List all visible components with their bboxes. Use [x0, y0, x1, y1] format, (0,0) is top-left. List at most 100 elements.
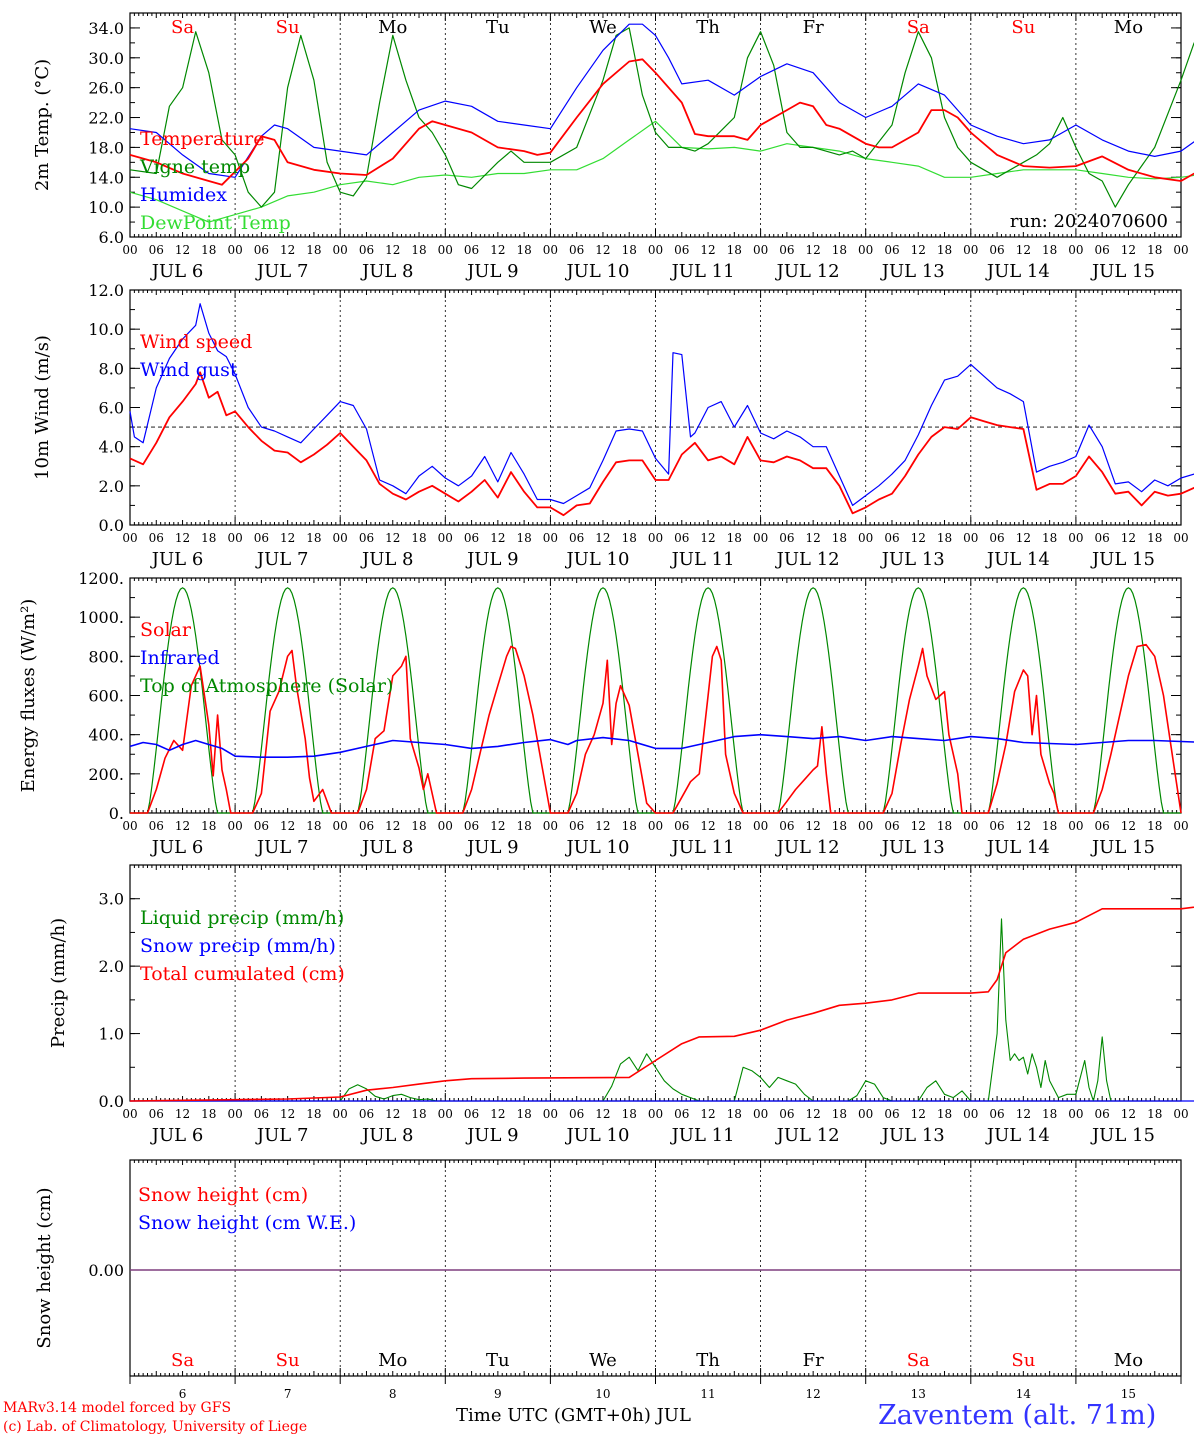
legend-vigne-temp: Vigne temp	[139, 156, 250, 178]
hour-tick-label: 18	[727, 1107, 742, 1121]
day-number-label: 10	[595, 1387, 610, 1401]
hour-tick-label: 18	[727, 243, 742, 257]
weekday-label: Su	[276, 1350, 300, 1371]
legend-temperature: Temperature	[140, 128, 264, 150]
hour-tick-label: 06	[989, 819, 1004, 833]
hour-tick-label: 06	[674, 819, 689, 833]
hour-tick-label: 18	[937, 819, 952, 833]
hour-tick-label: 06	[674, 531, 689, 545]
dewpoint-line	[129, 120, 1194, 223]
hour-tick-label: 18	[411, 243, 426, 257]
hour-tick-label: 18	[411, 531, 426, 545]
hour-tick-label: 06	[884, 1107, 899, 1121]
y-tick-label: 10.0	[88, 320, 124, 339]
hour-tick-label: 18	[306, 243, 321, 257]
date-tick-label: JUL 11	[670, 549, 735, 570]
legend-dewpoint-temp: DewPoint Temp	[140, 212, 291, 234]
y-tick-label: 10.0	[88, 198, 124, 217]
hour-tick-label: 12	[595, 819, 610, 833]
toa-solar-line	[1075, 587, 1181, 814]
hour-tick-label: 18	[1147, 243, 1162, 257]
hour-tick-label: 00	[1173, 243, 1188, 257]
panel-precip: 0.0 1.0 2.0 3.0 00 06 12 18 00 06 12 18 00 06 12 18 00 06…	[48, 864, 1194, 1146]
y-tick-label: 2.0	[99, 477, 124, 496]
hour-tick-label: 00	[333, 531, 348, 545]
vigne-temp-line	[129, 27, 1194, 208]
hour-tick-label: 06	[884, 243, 899, 257]
day-number-label: 8	[389, 1387, 397, 1401]
hour-tick-label: 12	[700, 243, 715, 257]
hour-tick-label: 00	[122, 531, 137, 545]
hour-tick-label: 00	[227, 819, 242, 833]
y-tick-label: 30.0	[88, 49, 124, 68]
y-axis-label: Snow height (cm)	[34, 1187, 55, 1348]
hour-tick-label: 12	[175, 819, 190, 833]
weekday-label: Sa	[907, 17, 930, 38]
hour-tick-label: 00	[753, 531, 768, 545]
date-tick-label: JUL 11	[670, 837, 735, 858]
hour-tick-label: 12	[1016, 819, 1031, 833]
hour-tick-label: 12	[175, 1107, 190, 1121]
hour-tick-label: 00	[333, 819, 348, 833]
hour-tick-label: 00	[333, 1107, 348, 1121]
hour-tick-label: 12	[280, 819, 295, 833]
hour-tick-label: 18	[937, 243, 952, 257]
y-tick-label: 34.0	[88, 19, 124, 38]
hour-tick-label: 18	[727, 819, 742, 833]
hour-tick-label: 06	[359, 1107, 374, 1121]
date-tick-label: JUL 8	[360, 261, 414, 282]
hour-tick-label: 18	[516, 531, 531, 545]
hour-tick-label: 12	[280, 1107, 295, 1121]
hour-tick-label: 00	[122, 819, 137, 833]
hour-tick-label: 18	[937, 1107, 952, 1121]
weekday-label: We	[589, 17, 617, 38]
hour-tick-label: 12	[911, 1107, 926, 1121]
hour-tick-label: 12	[806, 243, 821, 257]
hour-tick-label: 00	[858, 243, 873, 257]
hour-tick-label: 12	[175, 531, 190, 545]
date-tick-label: JUL 7	[255, 1125, 309, 1146]
legend-solar: Solar	[140, 619, 192, 641]
hour-tick-label: 12	[1016, 1107, 1031, 1121]
hour-tick-label: 18	[1042, 1107, 1057, 1121]
hour-tick-label: 00	[963, 819, 978, 833]
hour-tick-label: 12	[385, 819, 400, 833]
weekday-label: Sa	[171, 1350, 194, 1371]
y-tick-label: 0.0	[99, 516, 124, 535]
hour-tick-label: 18	[201, 243, 216, 257]
hour-tick-label: 06	[779, 531, 794, 545]
hour-tick-label: 06	[359, 531, 374, 545]
station-label: Zaventem (alt. 71m)	[878, 1400, 1157, 1431]
hour-tick-label: 00	[963, 1107, 978, 1121]
hour-tick-label: 00	[963, 243, 978, 257]
date-tick-label: JUL 15	[1090, 549, 1155, 570]
panel-energy: 0. 200. 400. 600. 800. 1000. 1200. 00 06 12 18 00 06…	[18, 569, 1194, 858]
hour-tick-label: 12	[385, 531, 400, 545]
hour-tick-label: 06	[884, 531, 899, 545]
hour-tick-label: 06	[149, 531, 164, 545]
y-tick-label: 1000.	[78, 608, 124, 627]
hour-tick-label: 00	[753, 819, 768, 833]
legend-snow-height-cm-: Snow height (cm)	[138, 1184, 308, 1206]
hour-tick-label: 06	[464, 243, 479, 257]
y-tick-label: 14.0	[88, 168, 124, 187]
hour-tick-label: 12	[1016, 531, 1031, 545]
date-tick-label: JUL 14	[985, 837, 1050, 858]
humidex-line	[129, 23, 1194, 178]
hour-tick-label: 12	[911, 819, 926, 833]
hour-tick-label: 12	[1121, 531, 1136, 545]
credit-line-2: (c) Lab. of Climatology, University of L…	[3, 1419, 308, 1435]
date-tick-label: JUL 12	[775, 1125, 840, 1146]
weekday-label: Mo	[1114, 17, 1143, 38]
date-tick-label: JUL 9	[465, 549, 519, 570]
y-axis-label: Precip (mm/h)	[48, 918, 69, 1048]
date-tick-label: JUL 6	[150, 1125, 204, 1146]
hour-tick-label: 06	[989, 1107, 1004, 1121]
hour-tick-label: 06	[254, 531, 269, 545]
date-tick-label: JUL 9	[465, 261, 519, 282]
toa-solar-line	[970, 587, 1076, 814]
legend-liquid-precip-mm-h-: Liquid precip (mm/h)	[140, 907, 344, 929]
weekday-label: We	[589, 1350, 617, 1371]
hour-tick-label: 18	[622, 243, 637, 257]
